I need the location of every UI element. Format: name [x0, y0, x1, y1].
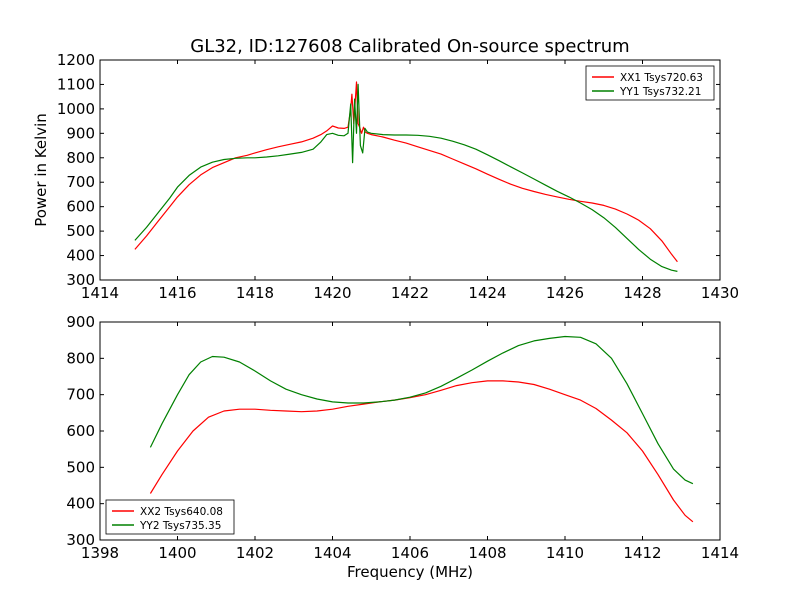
x-tick-label: 1430 [701, 284, 739, 302]
panel-1: 1414 1416 1418 1420 1422 1424 1426 1428 1430 300 4… [32, 51, 739, 302]
legend-label: YY2 Tsys735.35 [139, 520, 221, 532]
x-tick-label: 1398 [81, 544, 119, 562]
y-tick-label: 800 [66, 149, 95, 167]
x-tick-label: 1422 [391, 284, 429, 302]
x-tick-label: 1428 [623, 284, 661, 302]
y-axis-label: Power in Kelvin [32, 113, 50, 227]
series-line-1-2 [134, 83, 678, 272]
plot-panels: 1414 1416 1418 1420 1422 1424 1426 1428 1430 300 4… [32, 51, 739, 581]
series-line-2-2 [149, 335, 694, 485]
y-tick-label: 1100 [57, 75, 95, 93]
x-tick-label: 1420 [313, 284, 351, 302]
x-tick-label: 1404 [313, 544, 351, 562]
x-tick-label: 1426 [546, 284, 584, 302]
x-tick-label: 1408 [468, 544, 506, 562]
x-tick-label: 1406 [391, 544, 429, 562]
series-line-1-1 [134, 81, 678, 263]
x-tick-label: 1414 [81, 284, 119, 302]
y-tick-label: 900 [66, 313, 95, 331]
y-tick-label: 400 [66, 247, 95, 265]
x-tick-label: 1414 [701, 544, 739, 562]
legend-label: XX2 Tsys640.08 [140, 506, 223, 518]
panel-2: 1398 1400 1402 1404 1406 1408 1410 1412 1414 300 4… [66, 313, 739, 581]
x-tick-label: 1416 [158, 284, 196, 302]
figure-title: GL32, ID:127608 Calibrated On-source spe… [190, 36, 629, 57]
x-tick-label: 1412 [623, 544, 661, 562]
y-tick-label: 600 [66, 422, 95, 440]
legend-label: YY1 Tsys732.21 [619, 86, 701, 98]
y-tick-label: 700 [66, 386, 95, 404]
series-line-2-1 [149, 380, 694, 523]
x-axis-label: Frequency (MHz) [347, 563, 473, 581]
x-tick-label: 1424 [468, 284, 506, 302]
x-tick-label: 1410 [546, 544, 584, 562]
y-tick-label: 700 [66, 173, 95, 191]
legend-box [585, 65, 715, 101]
legend-label: XX1 Tsys720.63 [620, 72, 703, 84]
y-tick-label: 300 [66, 271, 95, 289]
y-tick-label: 500 [66, 458, 95, 476]
x-tick-label: 1400 [158, 544, 196, 562]
y-tick-label: 500 [66, 222, 95, 240]
x-tick-label: 1402 [236, 544, 274, 562]
y-tick-label: 600 [66, 198, 95, 216]
y-tick-label: 1200 [57, 51, 95, 69]
y-tick-label: 400 [66, 495, 95, 513]
x-tick-label: 1418 [236, 284, 274, 302]
y-tick-label: 900 [66, 124, 95, 142]
legend-box [105, 499, 235, 535]
y-tick-label: 1000 [57, 100, 95, 118]
y-tick-label: 300 [66, 531, 95, 549]
y-tick-label: 800 [66, 349, 95, 367]
legend-2: XX2 Tsys640.08 YY2 Tsys735.35 [105, 499, 235, 535]
legend-1: XX1 Tsys720.63 YY1 Tsys732.21 [585, 65, 715, 101]
